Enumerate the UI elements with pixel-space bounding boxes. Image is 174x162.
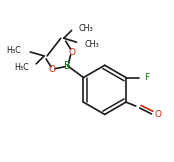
- Text: H₃C: H₃C: [7, 46, 22, 55]
- Text: O: O: [68, 47, 75, 57]
- Text: F: F: [144, 73, 149, 82]
- Text: B: B: [64, 61, 71, 71]
- Text: O: O: [49, 65, 56, 74]
- Text: H₃C: H₃C: [15, 63, 29, 72]
- Text: CH₃: CH₃: [78, 24, 93, 33]
- Text: O: O: [155, 110, 161, 119]
- Text: CH₃: CH₃: [84, 40, 99, 49]
